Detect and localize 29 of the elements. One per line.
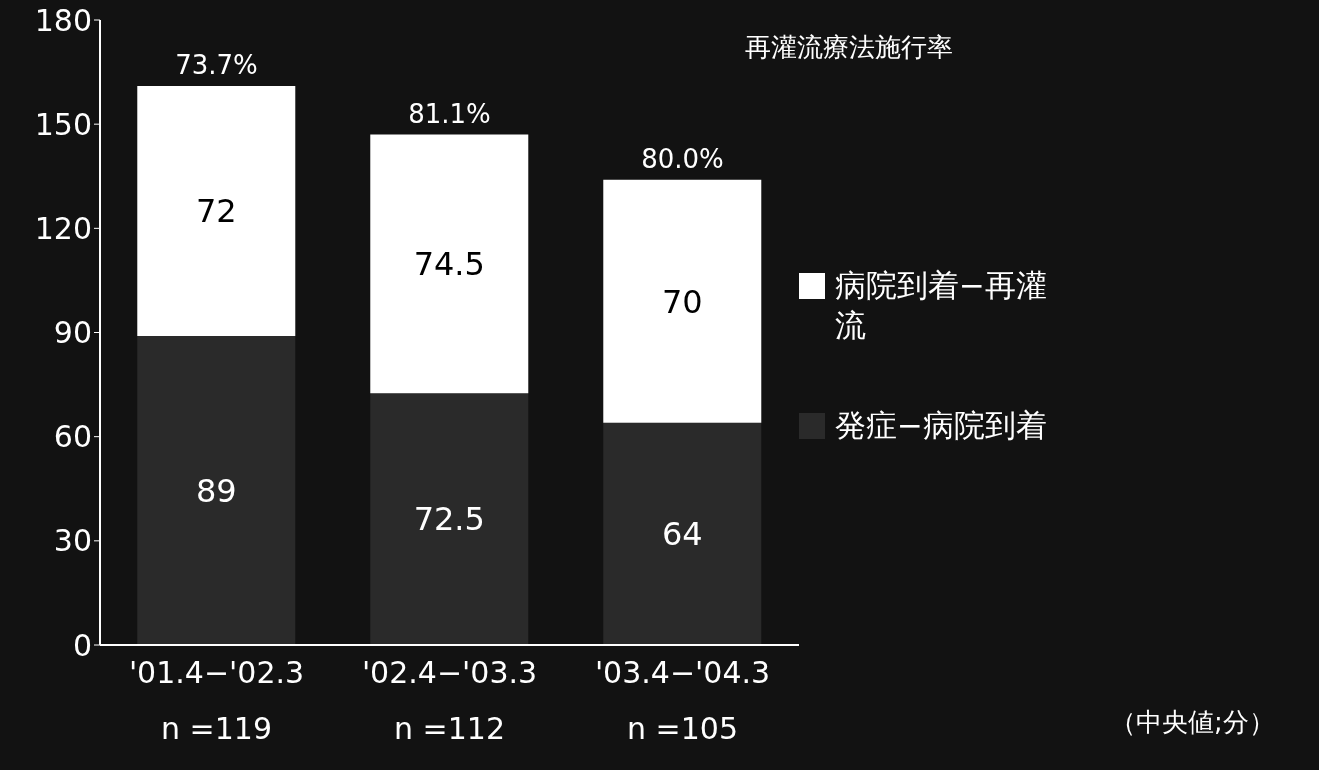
y-tick-label: 120 [34,210,92,246]
bar [603,179,762,423]
y-tick-label: 150 [34,106,92,142]
y-tick-label: 180 [34,2,92,38]
y-tick-label: 60 [53,419,92,455]
y-tick-label: 0 [72,627,92,663]
data-label: 72.5 [413,500,485,539]
legend-label: 発症−病院到着 [835,406,1047,445]
bar [370,134,529,394]
annotation: 81.1% [408,98,491,129]
data-label: 74.5 [413,245,485,284]
data-label: 72 [195,192,237,231]
annotation: 73.7% [175,49,258,80]
x-tick-label: '03.4−'04.3 n =105 [594,655,771,746]
bar [137,335,296,645]
legend-label: 病院到着−再灌流 [835,266,1048,345]
data-label: 89 [195,471,237,510]
y-tick-label: 90 [53,315,92,351]
bar [370,393,529,645]
bar [603,422,762,645]
x-tick-label: '02.4−'03.3 n =112 [361,655,538,746]
y-tick-label: 30 [53,523,92,559]
data-label: 70 [661,282,703,321]
annotation: 再灌流療法施行率 [745,31,953,64]
x-tick-label: '01.4−'02.3 n =119 [128,655,305,746]
text: （中央値;分） [1110,706,1275,739]
bar [137,85,296,336]
annotation: 80.0% [641,143,724,174]
data-label: 64 [661,515,703,554]
